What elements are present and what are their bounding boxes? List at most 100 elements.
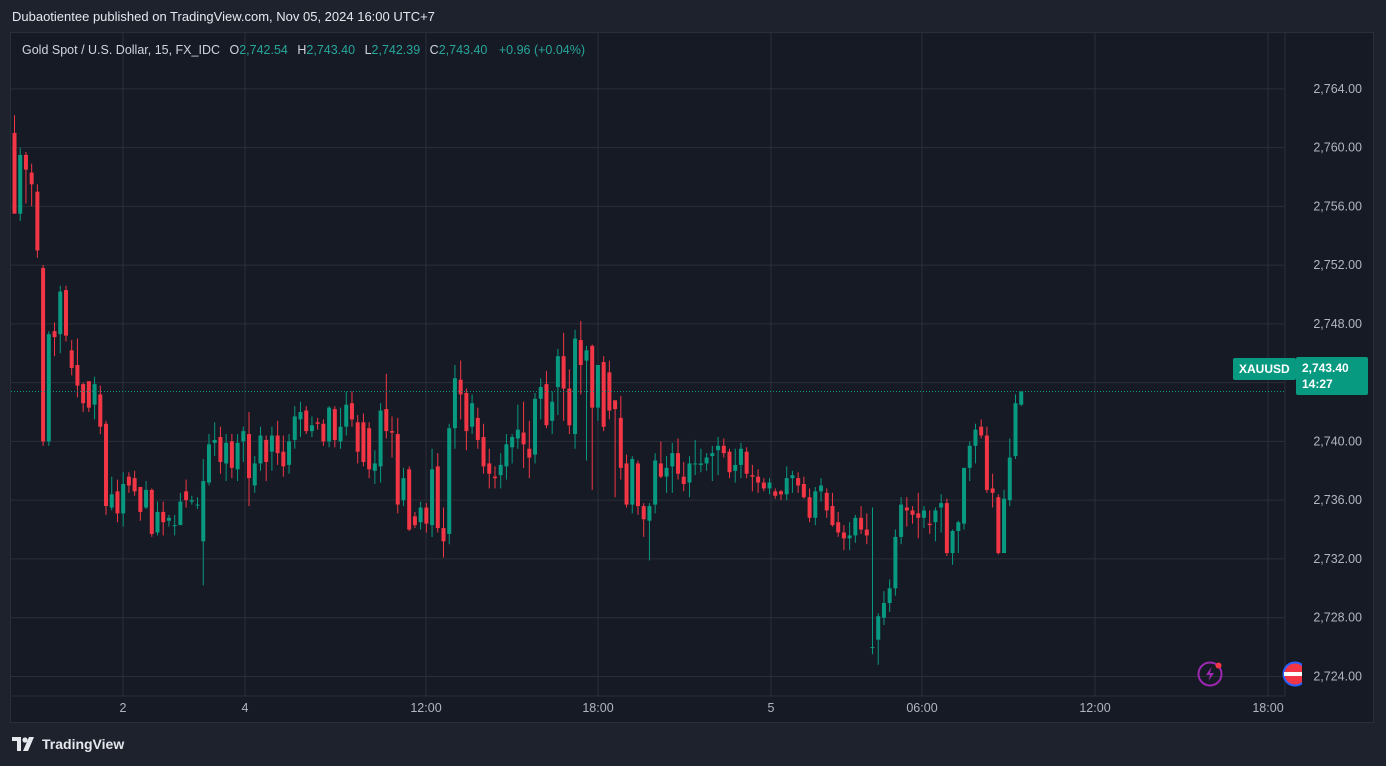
candle-body	[315, 422, 320, 424]
candle-body	[23, 154, 28, 170]
candle-body	[344, 404, 349, 427]
y-tick-label: 2,748.00	[1313, 317, 1362, 331]
candle-body	[435, 466, 440, 529]
candle-body	[126, 476, 131, 486]
tradingview-logo[interactable]: TradingView	[12, 736, 124, 752]
candle-body	[595, 365, 600, 408]
candle-body	[721, 445, 726, 454]
candle-body	[195, 504, 200, 506]
candle-body	[252, 463, 257, 486]
candle-body	[235, 442, 240, 470]
candle-body	[492, 476, 497, 479]
candle-body	[1019, 391, 1024, 405]
candle-body	[881, 603, 886, 618]
candle-body	[18, 154, 23, 214]
lightning-icon[interactable]	[1197, 661, 1223, 687]
y-tick-label: 2,760.00	[1313, 141, 1362, 155]
candle-body	[567, 388, 572, 426]
candle-body	[910, 510, 915, 515]
y-tick-label: 2,736.00	[1313, 493, 1362, 507]
candle-body	[412, 516, 417, 526]
candle-body	[984, 435, 989, 490]
brand-name: TradingView	[42, 736, 125, 752]
candle-body	[109, 494, 114, 508]
x-tick-label: 2	[120, 701, 127, 715]
candle-body	[876, 616, 881, 640]
candle-body	[464, 392, 469, 432]
candle-body	[75, 365, 80, 386]
candle-body	[487, 463, 492, 474]
candle-body	[887, 588, 892, 604]
candle-body	[824, 492, 829, 511]
candle-body	[687, 463, 692, 483]
candle-body	[716, 445, 721, 451]
low-value: 2,742.39	[371, 43, 421, 57]
candle-body	[172, 525, 177, 527]
candle-body	[807, 497, 812, 518]
candle-body	[847, 535, 852, 539]
candle-body	[1013, 403, 1018, 457]
candle-body	[618, 417, 623, 468]
candle-body	[790, 475, 795, 479]
candle-body	[12, 132, 17, 214]
chart-frame[interactable]: 2,764.00 2,760.00 2,756.00 2,752.00 2,748.00…	[10, 32, 1374, 723]
candle-body	[247, 434, 252, 479]
last-price: 2,743.40	[1302, 361, 1349, 375]
open-value: 2,742.54	[239, 43, 288, 57]
change-value: +0.96 (+0.04%)	[498, 43, 586, 57]
candle-body	[241, 431, 246, 442]
candle-body	[269, 435, 274, 452]
candle-body	[149, 489, 154, 534]
x-tick-label: 06:00	[906, 701, 937, 715]
symbol-name: Gold Spot / U.S. Dollar, 15, FX_IDC	[22, 43, 220, 57]
candle-body	[950, 531, 955, 554]
candle-body	[298, 412, 303, 420]
bar-countdown: 14:27	[1302, 377, 1333, 391]
candle-body	[859, 517, 864, 530]
candle-body	[35, 191, 40, 251]
last-price-tag: 2,743.40 14:27	[1296, 357, 1368, 395]
candle-body	[1002, 498, 1007, 554]
y-tick-label: 2,740.00	[1313, 434, 1362, 448]
candle-body	[332, 409, 337, 440]
candle-body	[355, 422, 360, 452]
tradingview-logo-icon	[12, 737, 34, 751]
candle-body	[664, 467, 669, 477]
candle-body	[899, 504, 904, 537]
candle-body	[904, 507, 909, 511]
candle-body	[962, 467, 967, 524]
candle-body	[218, 436, 223, 462]
candle-body	[92, 384, 97, 405]
candle-body	[670, 453, 675, 467]
candle-body	[647, 506, 652, 521]
candle-body	[292, 416, 297, 440]
candle-body	[504, 444, 509, 467]
candle-body	[967, 445, 972, 468]
candle-body	[390, 431, 395, 433]
candle-body	[189, 500, 194, 502]
candle-body	[550, 401, 555, 421]
candle-body	[744, 451, 749, 474]
candlestick-chart[interactable]: 2,764.00 2,760.00 2,756.00 2,752.00 2,748.00…	[11, 33, 1373, 722]
candle-body	[144, 489, 149, 508]
candle-body	[41, 268, 46, 442]
candle-body	[555, 356, 560, 388]
candle-body	[401, 478, 406, 501]
candle-body	[681, 476, 686, 485]
x-tick-label: 5	[768, 701, 775, 715]
close-value: 2,743.40	[438, 43, 488, 57]
calendar-flag-icon[interactable]	[1282, 661, 1302, 687]
candle-body	[590, 345, 595, 408]
candle-body	[229, 441, 234, 468]
candle-body	[578, 340, 583, 366]
candle-body	[979, 426, 984, 436]
open-label: O	[229, 43, 240, 57]
candle-body	[138, 486, 143, 512]
candle-body	[178, 501, 183, 526]
candle-body	[710, 453, 715, 457]
candle-body	[161, 511, 166, 523]
candle-body	[630, 459, 635, 505]
candle-body	[63, 290, 68, 336]
y-tick-label: 2,732.00	[1313, 552, 1362, 566]
candle-body	[698, 463, 703, 465]
